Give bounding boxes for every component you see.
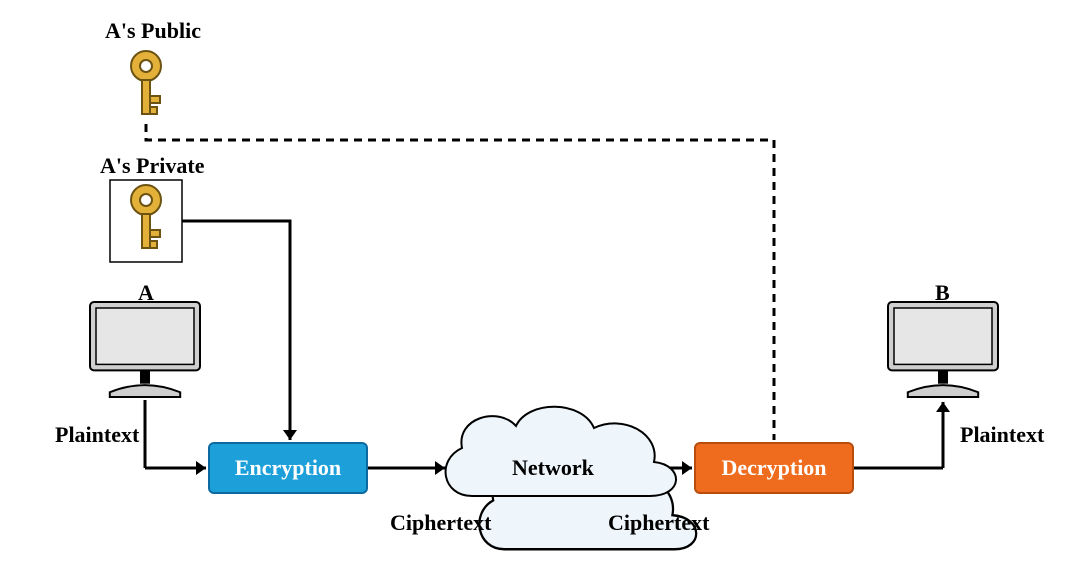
- label-ciphertext-left: Ciphertext: [390, 510, 491, 536]
- key-icon: [131, 51, 161, 114]
- label-network: Network: [512, 455, 594, 481]
- decryption-box: Decryption: [694, 442, 854, 494]
- label-ciphertext-right: Ciphertext: [608, 510, 709, 536]
- diagram-canvas: A's Public A's Private A B Plaintext Pla…: [0, 0, 1080, 565]
- monitor-b-icon: [888, 302, 998, 397]
- encryption-box-text: Encryption: [235, 455, 341, 481]
- label-sender-a: A: [138, 280, 154, 306]
- label-plaintext-right: Plaintext: [960, 422, 1044, 448]
- label-plaintext-left: Plaintext: [55, 422, 139, 448]
- encryption-box: Encryption: [208, 442, 368, 494]
- label-public-key: A's Public: [105, 18, 201, 44]
- monitor-a-icon: [90, 302, 200, 397]
- label-receiver-b: B: [935, 280, 950, 306]
- label-private-key: A's Private: [100, 153, 204, 179]
- key-icon: [110, 180, 182, 262]
- decryption-box-text: Decryption: [721, 455, 826, 481]
